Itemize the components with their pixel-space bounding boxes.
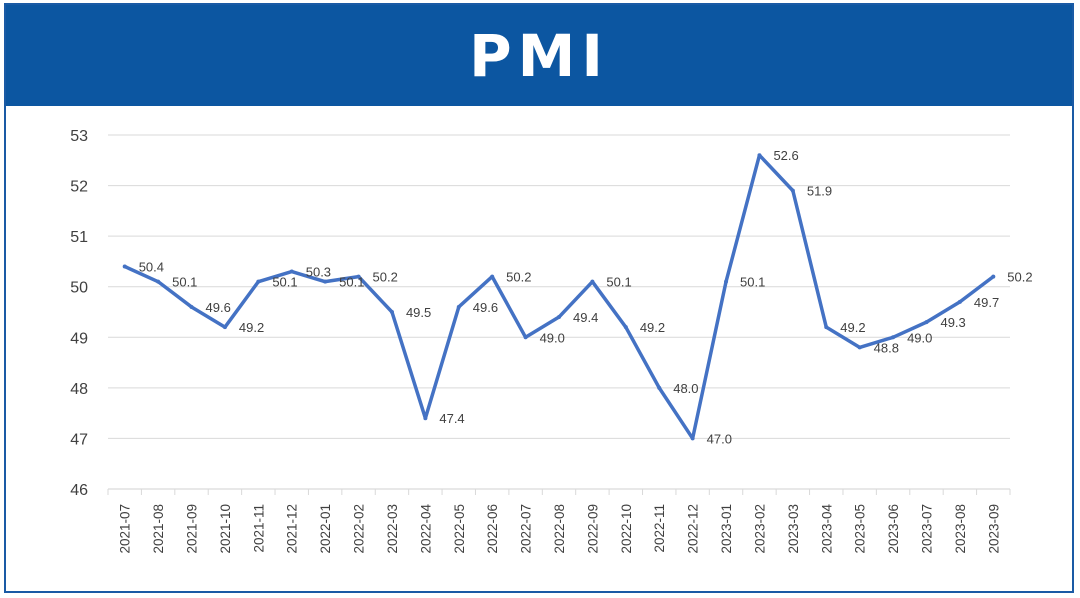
x-tick-label: 2021-11 <box>251 504 266 553</box>
data-label: 50.2 <box>506 270 531 285</box>
grid <box>108 134 1010 490</box>
x-tick-label: 2023-05 <box>853 504 868 554</box>
y-tick-label: 50 <box>70 280 88 297</box>
data-point <box>523 335 528 340</box>
data-point <box>991 274 996 279</box>
data-point <box>423 416 428 421</box>
x-tick-label: 2023-06 <box>886 504 901 554</box>
data-point <box>657 385 662 390</box>
data-point <box>690 436 695 441</box>
data-point <box>957 299 962 304</box>
x-tick-label: 2023-02 <box>752 504 767 554</box>
x-tick-label: 2022-06 <box>485 504 500 554</box>
data-point <box>389 310 394 314</box>
pmi-series-line <box>122 153 996 441</box>
data-point <box>156 279 161 284</box>
x-tick-label: 2022-05 <box>452 504 467 554</box>
data-label: 50.2 <box>1007 270 1032 285</box>
data-label: 49.0 <box>540 330 565 345</box>
x-tick-label: 2022-10 <box>619 504 634 554</box>
data-label: 50.1 <box>172 275 197 290</box>
x-tick-label: 2022-12 <box>686 504 701 554</box>
y-tick-label: 49 <box>70 330 88 347</box>
data-point <box>557 315 561 320</box>
x-tick-label: 2022-08 <box>552 504 567 554</box>
data-label: 49.2 <box>640 320 665 335</box>
data-label: 49.6 <box>473 300 498 315</box>
data-label: 52.6 <box>773 148 798 163</box>
data-point <box>924 320 929 325</box>
data-label: 49.0 <box>907 330 932 345</box>
data-point <box>490 274 495 279</box>
y-tick-label: 51 <box>70 229 88 246</box>
data-label: 48.8 <box>874 340 899 355</box>
x-tick-label: 2023-04 <box>819 504 834 554</box>
data-label: 49.6 <box>206 300 231 315</box>
data-label: 48.0 <box>673 381 698 396</box>
data-label: 49.2 <box>840 320 865 335</box>
y-tick-label: 46 <box>70 482 88 499</box>
data-point <box>891 335 896 340</box>
data-label: 50.1 <box>339 275 364 290</box>
data-point <box>256 279 261 284</box>
data-point <box>857 345 862 350</box>
data-label: 51.9 <box>807 184 832 199</box>
x-tick-label: 2022-09 <box>585 504 600 554</box>
x-tick-label: 2022-11 <box>652 504 667 553</box>
y-tick-label: 52 <box>70 179 88 196</box>
series-layer <box>122 153 996 441</box>
title-banner: PMI <box>6 5 1072 106</box>
data-point <box>623 325 628 330</box>
x-tick-label: 2021-12 <box>285 504 300 554</box>
data-point <box>323 279 328 284</box>
y-tick-label: 53 <box>70 128 88 145</box>
data-label: 47.4 <box>439 411 464 426</box>
data-point <box>790 188 795 193</box>
x-tick-label: 2023-01 <box>719 504 734 554</box>
x-axis: 2021-07 2021-08 2021-09 2021-10 2021-11 2021-… <box>107 489 1011 554</box>
x-tick-label: 2022-01 <box>318 504 333 554</box>
data-point <box>222 325 227 330</box>
x-tick-label: 2021-10 <box>218 504 233 554</box>
data-point <box>456 304 461 309</box>
data-label: 50.3 <box>306 265 331 280</box>
x-tick-label: 2023-03 <box>786 504 801 554</box>
data-point <box>757 153 762 158</box>
data-label: 49.4 <box>573 310 598 325</box>
data-point <box>590 279 595 284</box>
data-point <box>289 269 294 274</box>
data-label: 49.3 <box>940 315 965 330</box>
x-tick-label: 2022-03 <box>385 504 400 554</box>
data-label: 47.0 <box>707 431 732 446</box>
data-label: 49.7 <box>974 295 999 310</box>
x-tick-label: 2023-09 <box>986 504 1001 554</box>
data-point <box>356 274 361 279</box>
data-label: 50.2 <box>373 270 398 285</box>
y-tick-label: 48 <box>70 381 88 398</box>
data-label: 50.4 <box>139 259 164 274</box>
x-tick-label: 2021-09 <box>185 504 200 554</box>
y-axis: 46 47 48 49 50 51 52 53 <box>70 128 88 499</box>
x-tick-label: 2021-07 <box>118 504 133 554</box>
data-point <box>824 325 829 330</box>
x-tick-label: 2023-07 <box>919 504 934 554</box>
data-label: 49.5 <box>406 305 431 320</box>
chart-title: PMI <box>469 21 609 90</box>
data-label: 50.1 <box>606 275 631 290</box>
data-label: 49.2 <box>239 320 264 335</box>
y-tick-label: 47 <box>70 431 88 448</box>
data-label: 50.1 <box>272 275 297 290</box>
x-tick-label: 2022-04 <box>418 504 433 554</box>
x-tick-label: 2023-08 <box>953 504 968 554</box>
data-labels: 50.4 50.1 49.6 49.2 50.1 50.3 50.1 50.2 49.5 47.4… <box>139 148 1033 446</box>
data-point <box>724 279 729 284</box>
x-tick-label: 2022-07 <box>519 504 534 554</box>
x-tick-label: 2021-08 <box>151 504 166 554</box>
data-point <box>189 304 194 309</box>
x-tick-label: 2022-02 <box>352 504 367 554</box>
data-label: 50.1 <box>740 275 765 290</box>
data-point <box>122 264 127 269</box>
